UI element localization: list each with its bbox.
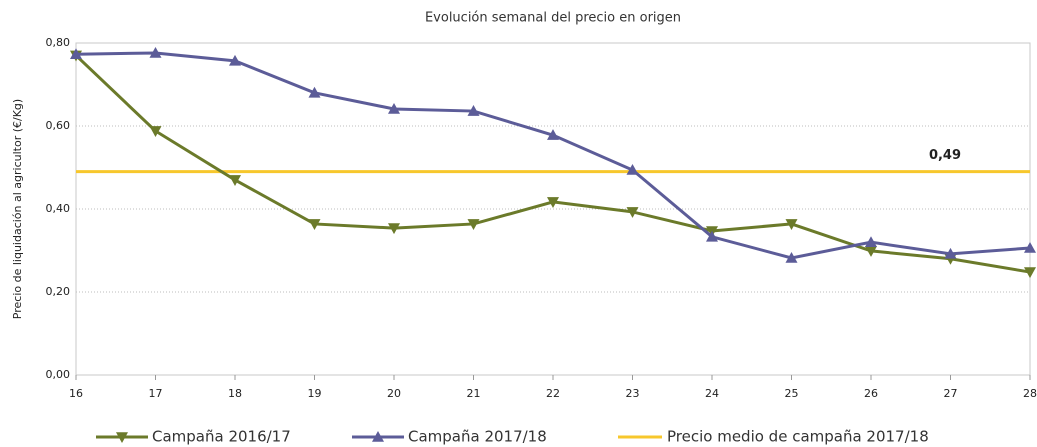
marker bbox=[865, 236, 877, 247]
marker bbox=[626, 163, 639, 175]
legend-marker bbox=[372, 431, 384, 442]
chart-title: Evolución semanal del precio en origen bbox=[425, 11, 681, 26]
y-tick-label: 0,60 bbox=[46, 119, 71, 132]
marker bbox=[944, 247, 957, 259]
y-tick-label: 0,20 bbox=[46, 285, 71, 298]
y-tick-label: 0,80 bbox=[46, 36, 71, 49]
x-tick-label: 22 bbox=[546, 387, 560, 400]
x-tick-label: 27 bbox=[944, 387, 958, 400]
marker bbox=[547, 197, 559, 208]
series-line bbox=[74, 54, 1031, 274]
marker bbox=[865, 246, 877, 257]
marker bbox=[388, 223, 400, 235]
marker bbox=[785, 219, 798, 230]
marker bbox=[785, 251, 798, 263]
x-tick-label: 16 bbox=[69, 387, 83, 400]
marker bbox=[388, 102, 400, 114]
legend-label: Precio medio de campaña 2017/18 bbox=[667, 428, 929, 446]
y-axis-label: Precio de liquidación al agricultor (€/K… bbox=[11, 99, 24, 319]
marker bbox=[547, 129, 559, 140]
marker bbox=[229, 175, 241, 186]
series-line bbox=[75, 51, 1031, 260]
legend-label: Campaña 2016/17 bbox=[152, 428, 291, 446]
x-tick-label: 24 bbox=[705, 387, 719, 400]
marker bbox=[308, 219, 321, 230]
marker bbox=[467, 105, 480, 116]
marker bbox=[149, 126, 162, 137]
marker bbox=[229, 54, 241, 66]
x-tick-label: 19 bbox=[308, 387, 322, 400]
x-tick-label: 18 bbox=[228, 387, 242, 400]
marker bbox=[706, 230, 718, 242]
marker bbox=[1024, 267, 1036, 279]
marker bbox=[308, 86, 321, 98]
legend-marker bbox=[116, 432, 128, 443]
x-tick-label: 23 bbox=[626, 387, 640, 400]
marker bbox=[1024, 242, 1036, 253]
x-tick-label: 21 bbox=[467, 387, 481, 400]
reference-label: 0,49 bbox=[929, 148, 961, 163]
x-tick-label: 17 bbox=[149, 387, 163, 400]
y-tick-label: 0,40 bbox=[46, 202, 71, 215]
marker bbox=[70, 48, 82, 60]
legend-label: Campaña 2017/18 bbox=[408, 428, 547, 446]
marker bbox=[626, 207, 639, 218]
y-tick-label: 0,00 bbox=[46, 368, 71, 381]
x-tick-label: 26 bbox=[864, 387, 878, 400]
marker bbox=[467, 219, 480, 230]
x-tick-label: 28 bbox=[1023, 387, 1037, 400]
x-tick-label: 20 bbox=[387, 387, 401, 400]
marker bbox=[149, 46, 162, 58]
x-tick-label: 25 bbox=[785, 387, 799, 400]
